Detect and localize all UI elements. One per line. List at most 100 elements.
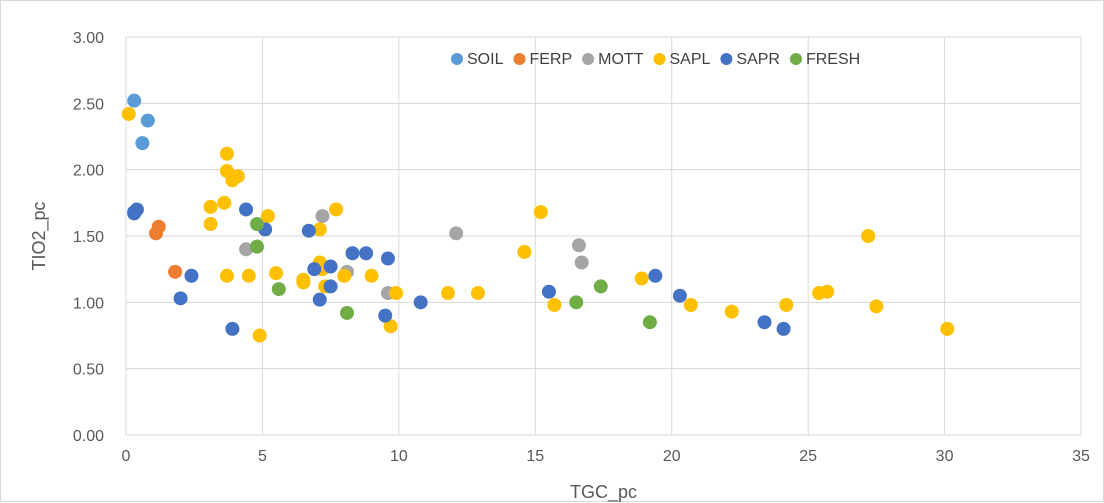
- tick-labels: 0.00 0.50 1.00 1.50 2.00 2.50 3.00 0 5 10 15 20 25 30…: [73, 30, 1090, 465]
- data-point-sapl: [517, 244, 532, 259]
- x-tick-label: 30: [936, 448, 954, 465]
- data-point-sapl: [203, 199, 218, 214]
- data-point-sapl: [364, 268, 379, 283]
- legend-marker-soil: [451, 53, 463, 65]
- data-point-sapr: [380, 251, 395, 266]
- legend-label-fresh: FRESH: [806, 51, 860, 68]
- legend-marker-mott: [582, 53, 595, 65]
- data-point-mott: [449, 226, 464, 241]
- data-point-sapr: [672, 288, 687, 303]
- data-point-sapl: [329, 202, 344, 217]
- x-tick-label: 20: [663, 448, 681, 465]
- data-point-sapl: [203, 217, 218, 232]
- data-point-sapl: [241, 268, 256, 283]
- data-point-sapl: [724, 304, 739, 319]
- data-point-soil: [140, 113, 155, 128]
- data-point-sapl: [389, 286, 404, 301]
- data-point-sapl: [547, 297, 562, 312]
- data-point-ferp: [168, 264, 183, 279]
- data-point-sapr: [239, 202, 254, 217]
- data-point-sapr: [757, 315, 772, 330]
- data-point-sapl: [269, 266, 284, 281]
- data-point-fresh: [593, 279, 608, 294]
- data-point-sapr: [345, 246, 360, 261]
- data-point-sapl: [252, 328, 267, 343]
- data-point-mott: [574, 255, 589, 270]
- legend: SOIL FERP MOTT SAPL SAPR FRESH: [451, 51, 860, 68]
- legend-label-soil: SOIL: [467, 51, 504, 68]
- data-point-sapl: [121, 106, 136, 121]
- data-point-sapl: [940, 321, 955, 336]
- x-tick-label: 35: [1072, 448, 1090, 465]
- data-point-sapr: [359, 246, 374, 261]
- legend-label-ferp: FERP: [529, 51, 572, 68]
- legend-label-sapl: SAPL: [669, 51, 710, 68]
- x-tick-label: 0: [122, 448, 131, 465]
- data-point-sapl: [383, 319, 398, 334]
- y-tick-label: 2.00: [73, 163, 104, 180]
- data-point-sapr: [541, 284, 556, 299]
- data-point-fresh: [249, 239, 264, 254]
- y-tick-label: 0.50: [73, 362, 104, 379]
- legend-marker-ferp: [513, 53, 526, 65]
- data-point-fresh: [340, 305, 355, 320]
- data-point-sapl: [683, 297, 698, 312]
- data-point-sapr: [413, 295, 428, 310]
- data-point-sapr: [312, 292, 327, 307]
- data-point-sapl: [634, 271, 649, 286]
- data-point-sapr: [127, 206, 142, 221]
- legend-label-mott: MOTT: [598, 51, 644, 68]
- data-point-sapr: [323, 279, 338, 294]
- data-point-fresh: [249, 217, 264, 232]
- data-point-sapr: [648, 268, 663, 283]
- y-tick-label: 2.50: [73, 96, 104, 113]
- gridlines: [125, 36, 1082, 436]
- data-point-sapl: [260, 209, 275, 224]
- x-tick-label: 10: [390, 448, 408, 465]
- data-point-sapl: [217, 195, 232, 210]
- x-tick-label: 5: [258, 448, 267, 465]
- y-tick-label: 0.00: [73, 428, 104, 445]
- data-point-soil: [135, 136, 150, 151]
- y-tick-label: 1.00: [73, 295, 104, 312]
- data-point-sapl: [861, 229, 876, 243]
- data-point-sapr: [225, 321, 240, 336]
- data-point-sapl: [219, 146, 234, 161]
- data-point-sapl: [779, 297, 794, 312]
- y-axis-title: TIO2_pc: [29, 201, 50, 270]
- data-point-soil: [127, 93, 142, 108]
- y-tick-label: 3.00: [73, 30, 104, 47]
- data-points: [121, 93, 955, 343]
- data-point-sapr: [301, 223, 316, 238]
- data-point-sapl: [337, 268, 352, 283]
- legend-label-sapr: SAPR: [736, 51, 780, 68]
- data-point-sapr: [776, 321, 791, 336]
- data-point-sapl: [533, 205, 548, 220]
- data-point-fresh: [271, 282, 286, 297]
- legend-marker-fresh: [789, 53, 802, 65]
- data-point-sapl: [820, 284, 835, 299]
- data-point-fresh: [642, 315, 657, 330]
- x-tick-label: 25: [799, 448, 817, 465]
- data-point-sapl: [296, 275, 311, 290]
- data-point-sapl: [219, 268, 234, 283]
- data-point-sapr: [378, 308, 393, 323]
- x-axis-title: TGC_pc: [570, 482, 637, 503]
- data-point-fresh: [569, 295, 584, 310]
- data-point-sapr: [323, 259, 338, 274]
- data-point-sapl: [225, 173, 240, 188]
- data-point-ferp: [149, 226, 164, 241]
- data-point-sapl: [470, 286, 485, 301]
- data-point-mott: [315, 209, 330, 224]
- y-tick-label: 1.50: [73, 229, 104, 246]
- data-point-sapl: [869, 299, 884, 314]
- x-tick-label: 15: [526, 448, 544, 465]
- legend-marker-sapr: [720, 53, 733, 65]
- data-point-mott: [571, 238, 586, 253]
- data-point-sapr: [307, 262, 322, 277]
- legend-marker-sapl: [653, 53, 666, 65]
- data-point-sapr: [173, 291, 188, 306]
- data-point-sapl: [440, 286, 455, 301]
